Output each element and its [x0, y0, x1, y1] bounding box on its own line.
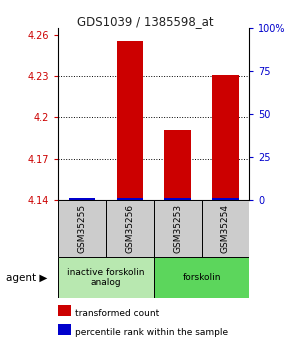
Bar — [212, 75, 239, 200]
Bar — [202, 200, 249, 257]
Text: GDS1039 / 1385598_at: GDS1039 / 1385598_at — [77, 16, 213, 29]
Bar — [117, 198, 143, 200]
Bar — [58, 257, 154, 298]
Text: transformed count: transformed count — [75, 308, 160, 318]
Text: GSM35255: GSM35255 — [77, 204, 86, 253]
Bar — [164, 198, 191, 200]
Bar — [69, 199, 95, 200]
Text: agent ▶: agent ▶ — [6, 273, 47, 283]
Bar — [164, 130, 191, 200]
Bar — [58, 200, 106, 257]
Text: percentile rank within the sample: percentile rank within the sample — [75, 327, 229, 337]
Bar — [154, 200, 202, 257]
Bar — [106, 200, 154, 257]
Text: forskolin: forskolin — [182, 273, 221, 282]
Bar — [117, 41, 143, 200]
Text: GSM35256: GSM35256 — [125, 204, 134, 253]
Text: GSM35253: GSM35253 — [173, 204, 182, 253]
Bar — [154, 257, 249, 298]
Text: inactive forskolin
analog: inactive forskolin analog — [67, 268, 145, 287]
Bar — [69, 198, 95, 200]
Text: GSM35254: GSM35254 — [221, 204, 230, 253]
Bar — [212, 198, 239, 200]
